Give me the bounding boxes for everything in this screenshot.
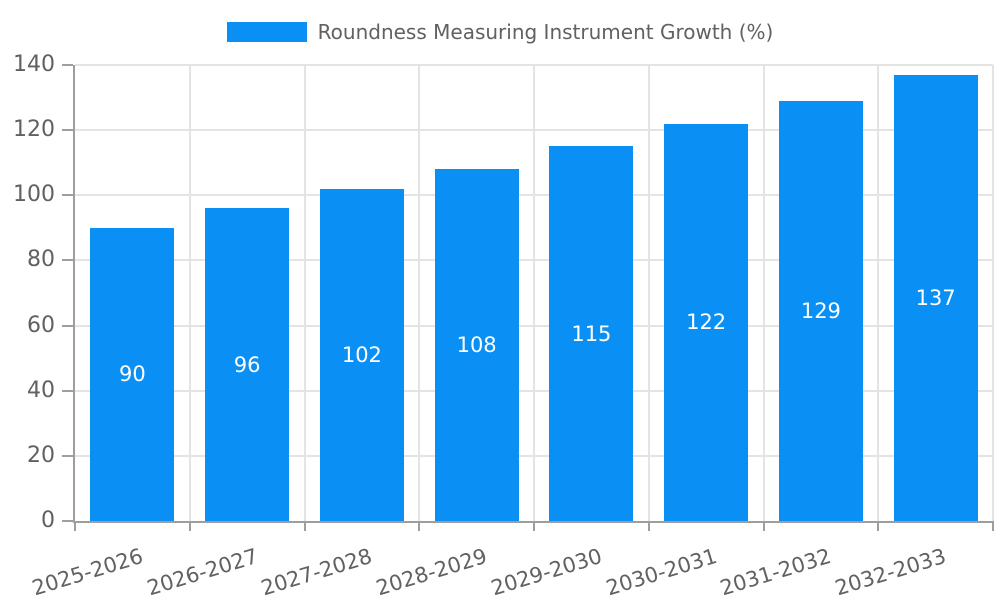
y-tick-mark: [62, 324, 73, 327]
x-tick-mark: [418, 521, 421, 531]
y-tick-label: 80: [27, 247, 55, 273]
bar: [319, 188, 404, 521]
x-gridline: [303, 65, 306, 521]
chart-legend: Roundness Measuring Instrument Growth (%…: [0, 21, 1000, 43]
bar: [664, 123, 749, 521]
y-tick-label: 100: [13, 182, 55, 208]
y-tick-mark: [62, 454, 73, 457]
x-gridline: [877, 65, 880, 521]
bar-value-label: 129: [800, 298, 841, 323]
x-tick-label: 2032-2033: [832, 543, 949, 600]
y-tick-mark: [62, 259, 73, 262]
x-tick-mark: [303, 521, 306, 531]
y-tick-label: 0: [41, 508, 55, 533]
x-tick-label: 2030-2031: [602, 543, 720, 600]
x-tick-mark: [74, 521, 76, 531]
y-tick-mark: [62, 389, 73, 392]
x-tick-mark: [877, 521, 880, 531]
x-tick-label: 2025-2026: [29, 543, 146, 600]
x-tick-label: 2031-2032: [717, 543, 835, 600]
x-tick-mark: [533, 521, 535, 531]
x-gridline: [188, 65, 191, 521]
x-tick-label: 2026-2027: [143, 543, 261, 600]
legend-swatch: [226, 22, 307, 42]
x-tick-label: 2029-2030: [488, 543, 605, 600]
bar: [778, 100, 863, 521]
x-gridline: [992, 65, 994, 521]
y-tick-label: 20: [27, 442, 55, 468]
x-gridline: [647, 65, 650, 521]
legend-label: Roundness Measuring Instrument Growth (%…: [317, 20, 774, 44]
y-tick-mark: [62, 129, 73, 132]
bar-value-label: 122: [686, 310, 727, 335]
bar: [205, 208, 290, 521]
bar-value-label: 90: [119, 362, 146, 387]
y-tick-mark: [62, 194, 73, 197]
bar: [549, 146, 634, 521]
x-tick-mark: [188, 521, 191, 531]
y-tick-label: 140: [13, 52, 55, 77]
x-tick-mark: [762, 521, 765, 531]
y-tick-label: 60: [27, 312, 55, 338]
bar: [90, 227, 175, 521]
y-tick-mark: [62, 64, 73, 66]
bar-value-label: 115: [571, 321, 612, 346]
bar-value-label: 137: [915, 285, 956, 310]
y-tick-label: 40: [27, 377, 55, 403]
y-tick-label: 120: [13, 117, 55, 143]
bar-value-label: 96: [233, 352, 261, 377]
bar-value-label: 102: [341, 342, 382, 367]
bar: [434, 169, 519, 521]
plot-area: 0 20 40 60 80 100 120 140 90 2025-2026 96 2026-2027…: [13, 52, 994, 600]
x-tick-mark: [992, 521, 994, 531]
y-tick-mark: [62, 520, 73, 522]
x-gridline: [762, 65, 765, 521]
x-gridline: [418, 65, 421, 521]
x-tick-mark: [647, 521, 650, 531]
x-tick-label: 2028-2029: [373, 543, 490, 600]
x-tick-label: 2027-2028: [258, 543, 376, 600]
x-gridline: [533, 65, 535, 521]
bar: [893, 74, 978, 521]
bar-value-label: 108: [456, 333, 497, 358]
